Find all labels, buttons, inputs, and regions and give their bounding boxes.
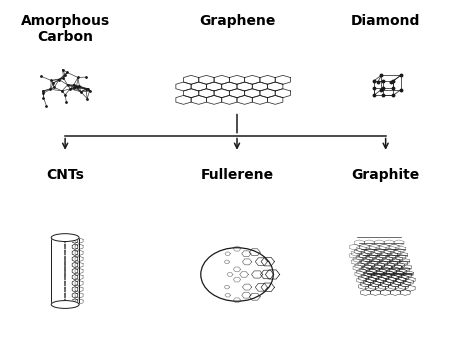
Text: CNTs: CNTs: [46, 168, 84, 182]
Text: Graphene: Graphene: [199, 14, 275, 28]
Ellipse shape: [51, 234, 79, 241]
Text: Amorphous
Carbon: Amorphous Carbon: [20, 14, 109, 44]
Text: Fullerene: Fullerene: [201, 168, 273, 182]
Ellipse shape: [51, 301, 79, 308]
Text: Graphite: Graphite: [352, 168, 420, 182]
Text: Diamond: Diamond: [351, 14, 420, 28]
